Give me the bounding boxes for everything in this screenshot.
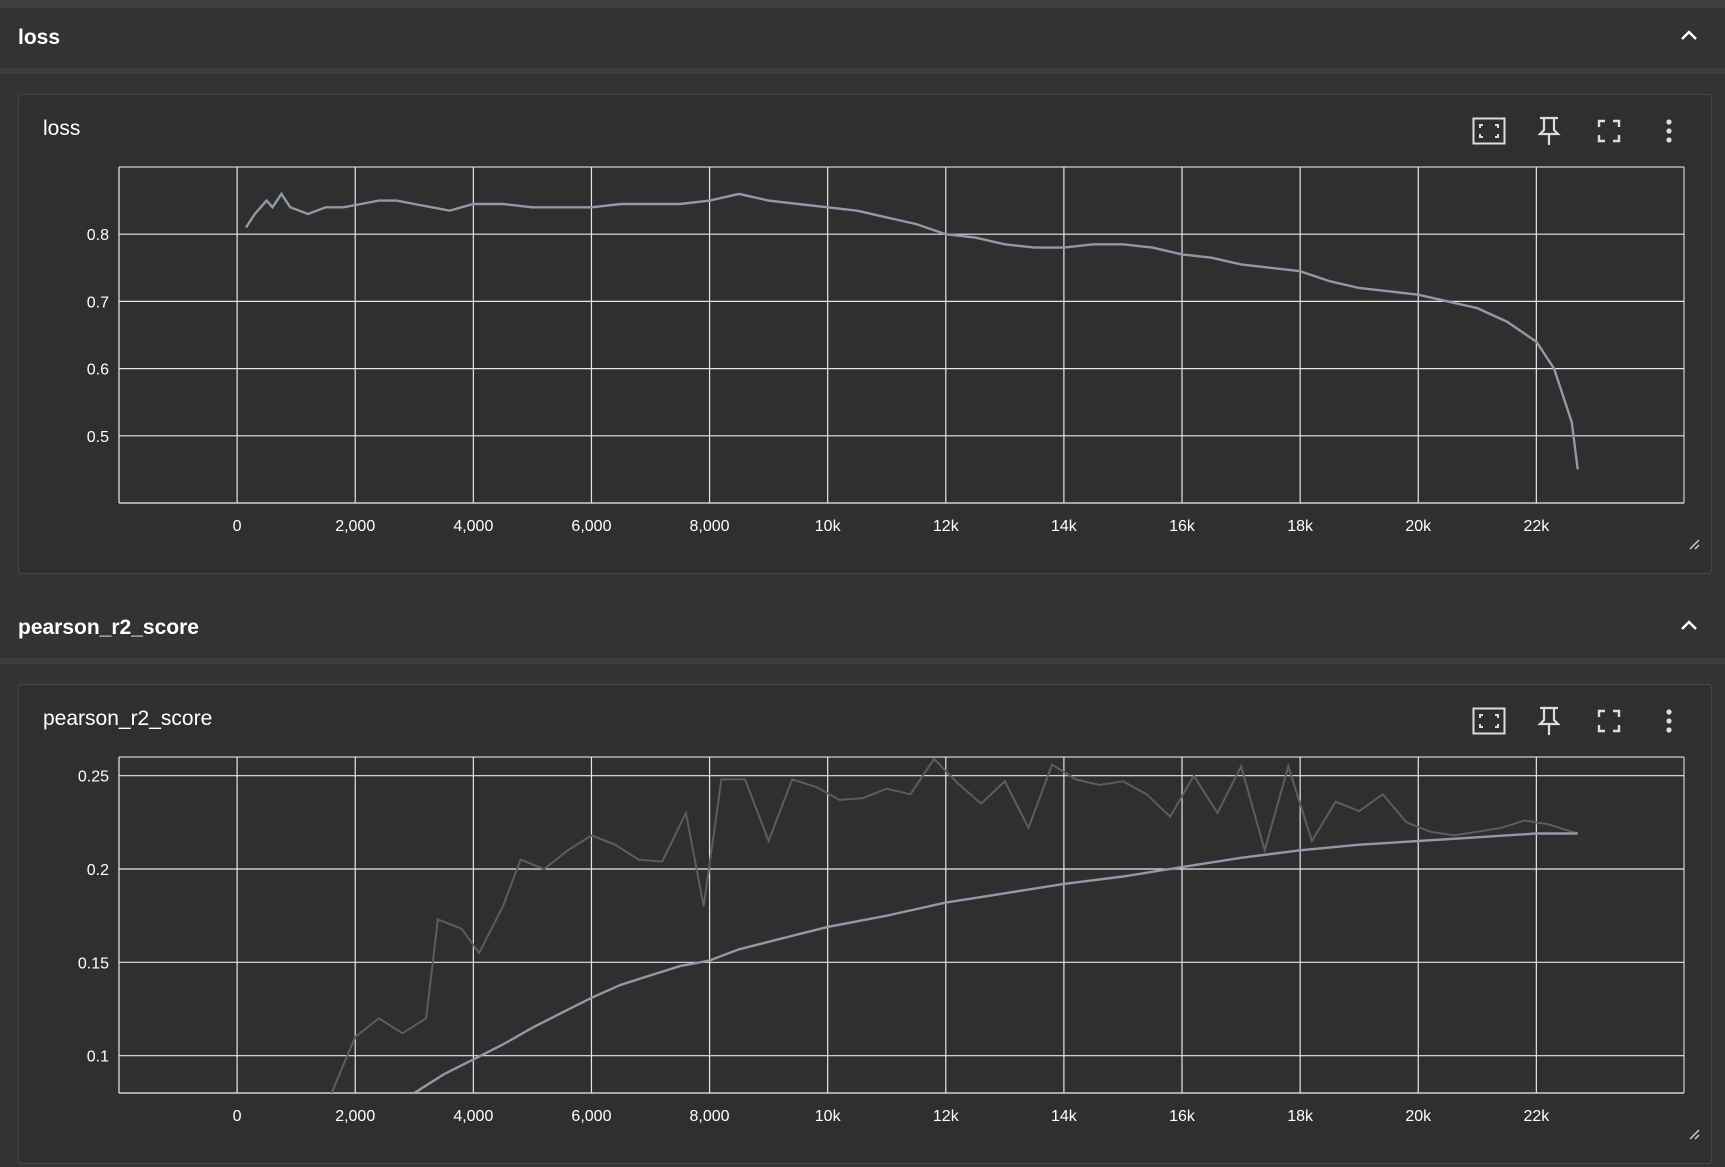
fullscreen-icon [1597, 119, 1621, 143]
pin-button[interactable] [1531, 703, 1567, 739]
x-tick-label: 20k [1405, 1108, 1432, 1125]
resize-handle-icon[interactable] [1687, 1127, 1701, 1141]
y-tick-label: 0.1 [87, 1049, 109, 1066]
more-vert-icon [1666, 709, 1672, 733]
x-tick-label: 2,000 [335, 518, 375, 535]
x-tick-label: 0 [233, 518, 242, 535]
raw-series-line [330, 757, 1578, 1093]
x-tick-label: 18k [1287, 1108, 1314, 1125]
x-tick-label: 0 [233, 1108, 242, 1125]
x-tick-label: 6,000 [571, 518, 611, 535]
card-toolbar [1471, 703, 1711, 739]
fullscreen-button[interactable] [1591, 113, 1627, 149]
fit-domain-icon [1472, 707, 1506, 735]
y-tick-label: 0.8 [87, 227, 109, 244]
chevron-up-icon [1681, 30, 1697, 40]
pin-icon [1537, 116, 1561, 145]
more-options-button[interactable] [1651, 113, 1687, 149]
y-tick-label: 0.2 [87, 862, 109, 879]
card-toolbar [1471, 113, 1711, 149]
x-tick-label: 16k [1169, 518, 1196, 535]
group-header-loss[interactable]: loss [0, 8, 1725, 74]
collapse-button[interactable] [1675, 22, 1703, 50]
x-tick-label: 8,000 [690, 1108, 730, 1125]
group-header-pearson[interactable]: pearson_r2_score [0, 598, 1725, 664]
x-tick-label: 12k [933, 518, 960, 535]
x-tick-label: 2,000 [335, 1108, 375, 1125]
x-tick-label: 8,000 [690, 518, 730, 535]
chevron-up-icon [1681, 620, 1697, 630]
x-tick-label: 16k [1169, 1108, 1196, 1125]
chart-card-loss: loss 0.5 0.6 0.7 0.8 0 2,000 4,000 6,000 8,000 10… [18, 94, 1712, 574]
fullscreen-button[interactable] [1591, 703, 1627, 739]
x-tick-label: 14k [1051, 1108, 1078, 1125]
x-tick-label: 22k [1523, 518, 1550, 535]
chart-card-pearson: pearson_r2_score 0.1 0.15 0.2 0.25 0 2,000 4,0… [18, 684, 1712, 1164]
x-tick-label: 4,000 [453, 518, 493, 535]
x-tick-label: 6,000 [571, 1108, 611, 1125]
smoothed-series-line [413, 832, 1578, 1093]
x-tick-label: 22k [1523, 1108, 1550, 1125]
smoothed-series-line [244, 191, 1579, 470]
pin-button[interactable] [1531, 113, 1567, 149]
pearson-chart[interactable]: 0.1 0.15 0.2 0.25 0 2,000 4,000 6,000 8,000 10k 12… [19, 685, 1711, 1163]
x-tick-label: 20k [1405, 518, 1432, 535]
card-title: pearson_r2_score [43, 707, 213, 730]
x-tick-label: 10k [815, 1108, 842, 1125]
fit-domain-icon [1472, 117, 1506, 145]
pin-icon [1537, 706, 1561, 735]
group-title: loss [18, 26, 61, 49]
x-tick-label: 14k [1051, 518, 1078, 535]
x-tick-label: 4,000 [453, 1108, 493, 1125]
y-tick-label: 0.7 [87, 294, 109, 311]
y-tick-label: 0.15 [78, 955, 109, 972]
y-tick-label: 0.5 [87, 429, 109, 446]
fit-domain-button[interactable] [1471, 703, 1507, 739]
fit-domain-button[interactable] [1471, 113, 1507, 149]
group-title: pearson_r2_score [18, 616, 199, 639]
x-tick-label: 12k [933, 1108, 960, 1125]
x-tick-label: 18k [1287, 518, 1314, 535]
loss-chart[interactable]: 0.5 0.6 0.7 0.8 0 2,000 4,000 6,000 8,000 10k 12k 1… [19, 95, 1711, 573]
more-options-button[interactable] [1651, 703, 1687, 739]
card-title: loss [43, 117, 81, 140]
y-tick-label: 0.25 [78, 769, 109, 786]
more-vert-icon [1666, 119, 1672, 143]
collapse-button[interactable] [1675, 612, 1703, 640]
resize-handle-icon[interactable] [1687, 537, 1701, 551]
x-tick-label: 10k [815, 518, 842, 535]
fullscreen-icon [1597, 709, 1621, 733]
y-tick-label: 0.6 [87, 362, 109, 379]
